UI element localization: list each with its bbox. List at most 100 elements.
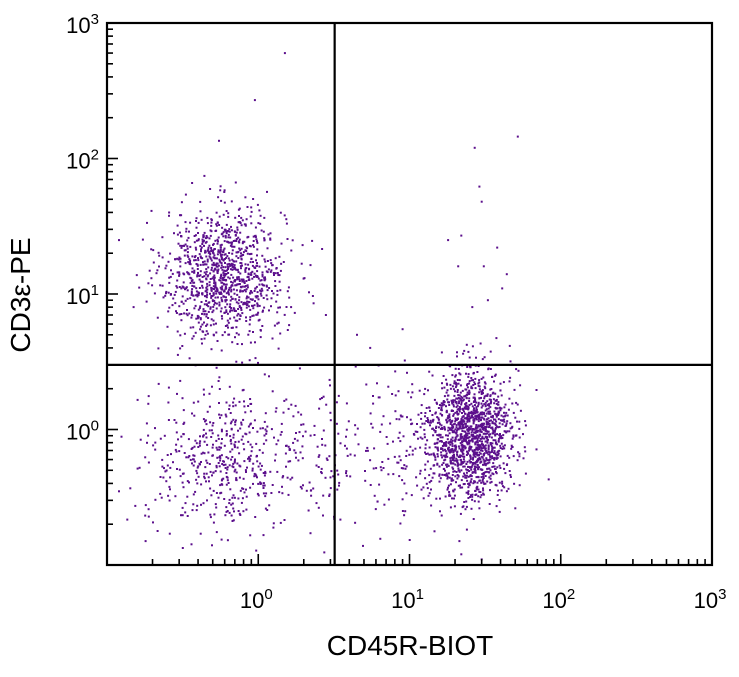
data-point: [449, 483, 452, 486]
data-point: [197, 321, 200, 324]
data-point: [459, 420, 462, 423]
data-point: [206, 410, 209, 413]
data-point: [503, 444, 506, 447]
data-point: [498, 406, 501, 409]
data-point: [232, 405, 235, 408]
data-point: [192, 503, 195, 506]
data-point: [329, 476, 332, 479]
data-point: [354, 433, 357, 436]
data-point: [465, 393, 468, 396]
data-point: [224, 422, 227, 425]
data-point: [167, 386, 170, 389]
data-point: [252, 261, 254, 263]
data-point: [329, 487, 332, 490]
data-point: [481, 389, 484, 392]
data-point: [126, 518, 129, 521]
data-point: [405, 449, 408, 452]
data-point: [325, 457, 328, 460]
data-point: [207, 246, 210, 249]
data-point: [484, 401, 487, 404]
data-point: [481, 468, 484, 471]
quadrant-gates: [107, 23, 712, 565]
data-point: [460, 479, 463, 482]
data-point: [201, 286, 204, 289]
data-point: [193, 271, 196, 274]
data-point: [443, 467, 446, 470]
data-point: [269, 237, 272, 240]
data-point: [535, 448, 538, 451]
data-point: [451, 385, 454, 388]
data-point: [240, 421, 243, 424]
data-point: [457, 394, 460, 397]
data-point: [194, 255, 197, 257]
data-point: [467, 465, 469, 468]
data-point: [221, 300, 224, 303]
data-point: [235, 478, 238, 481]
data-point: [465, 441, 468, 444]
data-point: [212, 521, 215, 524]
data-point: [211, 251, 214, 254]
data-point: [457, 382, 460, 385]
data-point: [233, 496, 236, 499]
data-point: [270, 428, 273, 431]
data-point: [200, 338, 203, 341]
data-point: [474, 415, 477, 418]
data-point: [547, 478, 550, 481]
data-point: [425, 482, 428, 485]
data-point: [222, 249, 225, 252]
data-point: [176, 233, 179, 236]
data-point: [213, 276, 216, 279]
data-point: [445, 472, 448, 475]
data-point: [217, 437, 220, 440]
data-point: [252, 245, 255, 248]
data-point: [235, 240, 238, 242]
data-point: [219, 276, 222, 279]
data-point: [222, 274, 225, 277]
data-point: [468, 420, 471, 423]
data-point: [288, 296, 291, 299]
data-point: [463, 420, 466, 423]
data-point: [496, 407, 499, 410]
data-point: [220, 258, 223, 261]
data-point: [156, 269, 159, 272]
data-point: [207, 266, 210, 269]
data-point: [411, 383, 414, 386]
data-point: [462, 352, 465, 355]
data-point: [199, 317, 202, 320]
data-point: [458, 427, 461, 430]
data-point: [502, 462, 505, 465]
data-point: [401, 510, 404, 512]
x-tick-label: 103: [694, 586, 727, 613]
data-point: [376, 382, 378, 385]
data-point: [302, 435, 304, 438]
data-point: [194, 490, 197, 493]
data-point: [171, 272, 174, 275]
data-point: [256, 303, 259, 306]
data-point: [401, 498, 404, 501]
data-point: [464, 395, 467, 397]
data-point: [258, 449, 261, 452]
data-point: [246, 252, 249, 255]
data-point: [379, 537, 382, 540]
data-point: [216, 242, 219, 245]
data-point: [195, 220, 197, 222]
data-point: [240, 267, 242, 270]
data-point: [471, 345, 474, 348]
data-point: [201, 292, 204, 295]
data-point: [271, 290, 273, 292]
data-point: [469, 475, 472, 478]
data-point: [215, 262, 218, 265]
data-point: [459, 442, 462, 445]
data-point: [215, 257, 218, 260]
data-point: [183, 421, 186, 424]
data-point: [489, 477, 492, 480]
data-point: [229, 412, 232, 414]
data-point: [470, 412, 473, 415]
data-point: [220, 299, 223, 301]
data-point: [483, 453, 485, 456]
data-point: [477, 420, 480, 423]
data-point: [508, 430, 511, 433]
data-point: [488, 433, 491, 436]
data-point: [428, 446, 431, 449]
data-point: [181, 547, 184, 549]
